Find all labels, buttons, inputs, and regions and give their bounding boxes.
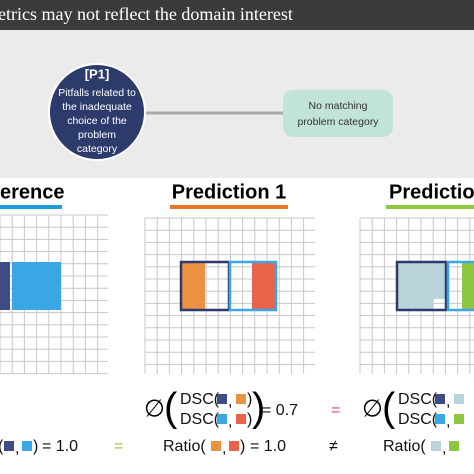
header-bar	[0, 0, 474, 30]
pitfall-line: the inadequate	[62, 101, 132, 113]
swatch	[435, 394, 445, 404]
comma: ,	[228, 393, 232, 410]
reference-segment	[0, 262, 10, 310]
swatch	[449, 441, 459, 451]
reference-segment	[12, 262, 61, 310]
swatch	[431, 441, 441, 451]
prediction-outline	[395, 260, 448, 312]
close: )	[240, 438, 245, 455]
paren: )	[252, 386, 265, 430]
prediction-segment	[462, 263, 474, 309]
underline	[386, 205, 474, 209]
not-equals: ≠	[329, 438, 338, 455]
dsc: DSC(	[398, 411, 438, 428]
prediction-segment	[182, 263, 205, 309]
swatch	[236, 394, 246, 404]
swatch	[454, 414, 464, 424]
comma: ,	[222, 440, 226, 457]
comma: ,	[442, 440, 446, 457]
underline	[0, 205, 62, 209]
pitfall-line: category	[77, 143, 118, 155]
swatch	[217, 414, 227, 424]
paren: (	[0, 438, 4, 455]
pitfall-tag: [P1]	[85, 66, 110, 81]
dsc: DSC(	[180, 391, 220, 408]
dsc: DSC(	[398, 391, 438, 408]
pitfall-line: problem	[78, 129, 116, 141]
ratio: Ratio(	[383, 438, 426, 455]
header-title: etrics may not reflect the domain intere…	[0, 4, 293, 24]
pitfall-circle	[48, 63, 146, 161]
panel-title: Prediction 1	[172, 181, 286, 203]
swatch	[217, 394, 227, 404]
pitfall-line: Pitfalls related to	[58, 87, 136, 99]
paren: (	[382, 386, 396, 430]
swatch	[454, 394, 464, 404]
close: )	[247, 391, 252, 408]
close: )	[247, 411, 252, 428]
paren: (	[164, 386, 178, 430]
empty-set: ∅	[144, 395, 165, 422]
equals: =	[114, 438, 123, 455]
prediction-outline	[446, 260, 474, 312]
result: = 1.0	[250, 438, 286, 455]
result: = 1.0	[42, 438, 78, 455]
prediction-outline	[228, 260, 278, 312]
comma: ,	[446, 413, 450, 430]
comma: ,	[15, 440, 19, 457]
swatch	[211, 441, 221, 451]
swatch	[229, 441, 239, 451]
empty-set: ∅	[362, 395, 383, 422]
panel-title: erence	[0, 181, 65, 203]
close: )	[33, 438, 38, 455]
swatch	[22, 441, 32, 451]
equals: =	[331, 402, 340, 419]
dsc: DSC(	[180, 411, 220, 428]
swatch	[236, 414, 246, 424]
pitfall-line: choice of the	[67, 115, 127, 127]
underline	[170, 205, 288, 209]
category-line: problem category	[297, 116, 379, 128]
comma: ,	[446, 393, 450, 410]
ratio: Ratio(	[163, 438, 206, 455]
category-box	[283, 90, 393, 137]
category-line: No matching	[309, 100, 368, 112]
prediction-segment	[252, 263, 275, 309]
swatch	[435, 414, 445, 424]
prediction-segment	[398, 263, 445, 309]
result: = 0.7	[262, 402, 298, 419]
swatch	[4, 441, 14, 451]
comma: ,	[228, 413, 232, 430]
panel-title: Prediction	[389, 181, 474, 203]
